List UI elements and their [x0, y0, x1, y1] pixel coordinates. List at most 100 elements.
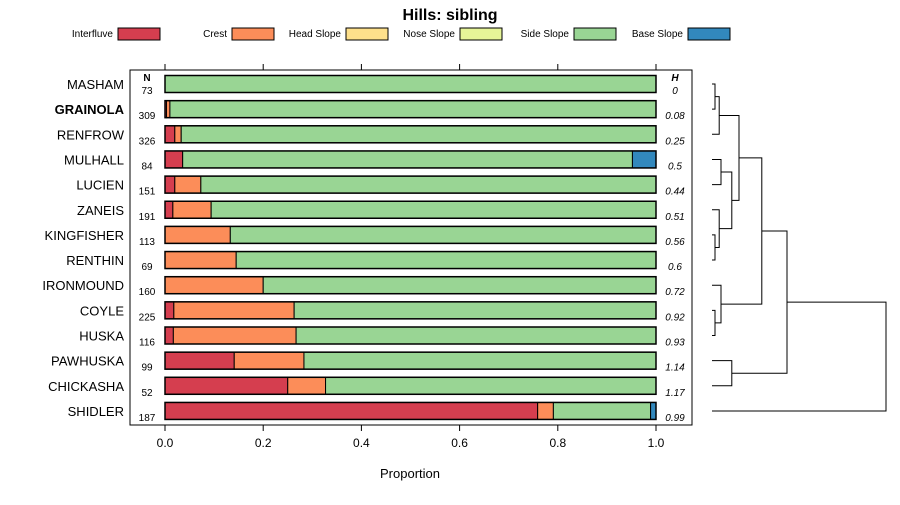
bar-segment: [164, 225, 231, 244]
legend-swatch: [231, 27, 275, 41]
bar-segment: [182, 150, 633, 169]
n-value: 113: [139, 237, 155, 248]
dendrogram-link: [719, 114, 740, 201]
n-value: 151: [139, 187, 156, 198]
legend-label: Interfluve: [72, 29, 114, 40]
bar-segment: [164, 200, 174, 219]
bar-segment: [164, 376, 289, 395]
dendrogram-link: [712, 234, 716, 261]
bar-segment: [164, 175, 176, 194]
x-tick-label: 0.8: [549, 436, 566, 450]
bar-segment: [172, 326, 297, 345]
legend-swatch: [573, 27, 617, 41]
bar-outline: [164, 200, 657, 219]
legend-label: Base Slope: [632, 29, 684, 40]
bar-segment: [631, 150, 657, 169]
dendrogram-link: [712, 209, 720, 248]
x-axis-label: Proportion: [380, 466, 440, 481]
h-value: 1.14: [665, 363, 685, 374]
n-value: 187: [139, 413, 156, 424]
legend-label: Head Slope: [289, 29, 342, 40]
n-value: 69: [141, 262, 153, 273]
category-label: LUCIEN: [76, 178, 124, 193]
h-header: H: [671, 73, 679, 84]
dendrogram-link: [731, 230, 788, 374]
bar-segment: [262, 276, 657, 295]
dendrogram-link: [712, 360, 733, 387]
bar-segment: [164, 125, 176, 144]
bar-segment: [164, 351, 235, 370]
bar-segment: [164, 75, 657, 93]
h-value: 0.99: [665, 413, 685, 424]
x-tick-label: 1.0: [648, 436, 665, 450]
category-label: RENFROW: [57, 127, 125, 142]
bar-outline: [164, 225, 657, 245]
dendrogram-link: [712, 96, 720, 135]
dendrogram-link: [712, 83, 716, 110]
n-value: 191: [139, 212, 156, 223]
bar-outline: [164, 401, 657, 421]
bar-segment: [164, 326, 174, 345]
category-label: ZANEIS: [77, 203, 124, 218]
bar-segment: [537, 401, 554, 420]
bar-outline: [164, 175, 657, 194]
h-value: 0: [672, 86, 678, 97]
h-value: 0.6: [668, 262, 682, 273]
x-tick-label: 0.4: [353, 436, 370, 450]
dendrogram-link: [721, 157, 763, 305]
n-value: 84: [141, 161, 153, 172]
category-label: KINGFISHER: [45, 228, 124, 243]
bar-segment: [174, 175, 202, 194]
n-value: 73: [141, 86, 153, 97]
bar-segment: [287, 376, 327, 395]
dendrogram: [712, 83, 887, 412]
n-value: 52: [141, 388, 153, 399]
bar-outline: [164, 125, 657, 144]
legend-label: Side Slope: [521, 29, 570, 40]
h-value: 1.17: [665, 388, 685, 399]
bar-segment: [172, 200, 212, 219]
bar-segment: [164, 401, 539, 420]
n-value: 116: [139, 338, 155, 349]
bar-segment: [180, 125, 657, 144]
bar-segment: [200, 175, 657, 194]
category-label: PAWHUSKA: [51, 354, 124, 369]
legend-swatch: [459, 27, 503, 41]
bar-segment: [293, 301, 657, 320]
x-tick-label: 0.2: [255, 436, 272, 450]
dendrogram-link: [712, 301, 887, 412]
bar-outline: [164, 301, 657, 320]
legend-swatch: [117, 27, 161, 41]
bar-segment: [235, 251, 657, 270]
h-value: 0.25: [665, 136, 685, 147]
bars: [164, 74, 657, 421]
h-value: 0.93: [665, 338, 685, 349]
category-label: IRONMOUND: [42, 278, 124, 293]
n-value: 225: [139, 312, 156, 323]
bar-outline: [164, 74, 657, 94]
legend-swatch: [687, 27, 731, 41]
n-value: 160: [139, 287, 156, 298]
n-value: 326: [139, 136, 156, 147]
n-value: 99: [141, 363, 153, 374]
bar-segment: [650, 401, 657, 420]
bar-segment: [164, 276, 264, 295]
n-header: N: [143, 73, 150, 84]
bar-segment: [229, 225, 657, 244]
h-value: 0.44: [665, 187, 685, 198]
x-axis: 0.0 0.2 0.4 0.6 0.8 1.0 Proportion: [157, 425, 665, 481]
x-tick-label: 0.0: [157, 436, 174, 450]
legend-swatch: [345, 27, 389, 41]
category-label: HUSKA: [79, 329, 124, 344]
legend-label: Nose Slope: [403, 29, 455, 40]
category-label: MASHAM: [67, 77, 124, 92]
bar-segment: [164, 251, 237, 270]
category-label: MULHALL: [64, 152, 124, 167]
n-value: 309: [139, 111, 156, 122]
bar-outline: [164, 250, 657, 270]
bar-outline: [164, 376, 657, 396]
legend: Interfluve Crest Head Slope Nose Slope Side …: [72, 27, 731, 41]
h-value: 0.51: [665, 212, 684, 223]
category-label: GRAINOLA: [55, 102, 125, 117]
